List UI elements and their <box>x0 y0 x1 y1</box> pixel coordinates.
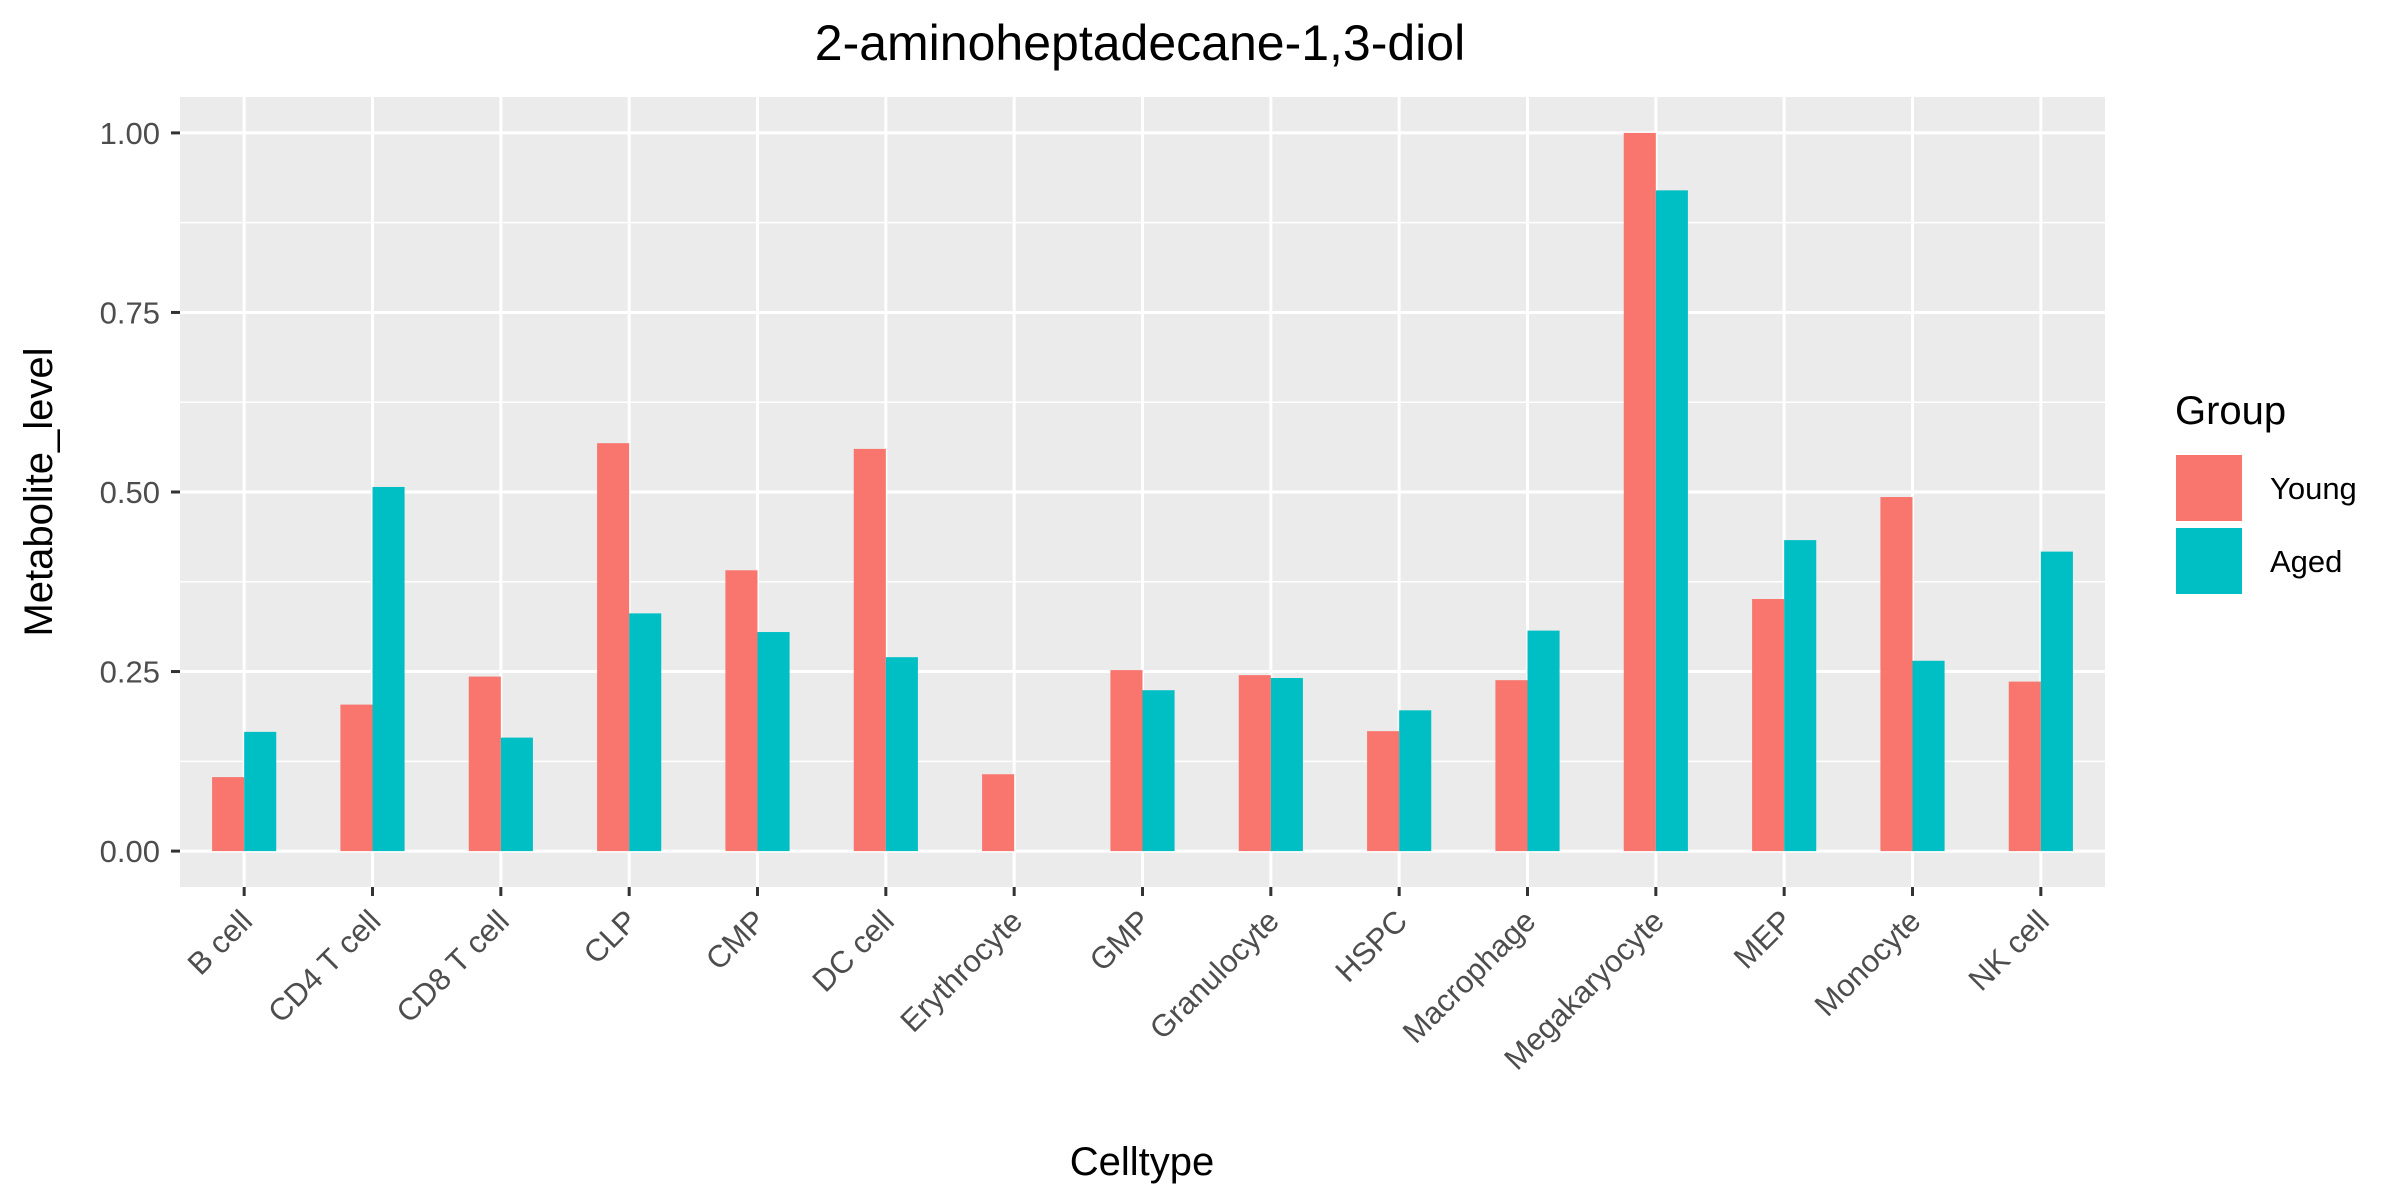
bar-young <box>2008 681 2041 852</box>
y-axis-title: Metabolite_level <box>17 347 61 636</box>
x-tick-label: CMP <box>699 903 772 976</box>
bar-aged <box>372 486 405 852</box>
x-tick-label: CD8 T cell <box>390 903 516 1029</box>
bar-young <box>725 570 758 852</box>
x-tick-label: GMP <box>1083 903 1158 978</box>
bar-aged <box>629 613 662 852</box>
legend-key-young <box>2176 455 2242 521</box>
bar-young <box>1238 675 1271 852</box>
x-tick-label: HSPC <box>1328 903 1414 989</box>
bar-aged <box>2040 551 2073 852</box>
y-tick-label: 1.00 <box>100 116 160 151</box>
x-tick-label: Monocyte <box>1808 903 1928 1023</box>
legend-key-aged <box>2176 528 2242 594</box>
x-tick-label: MEP <box>1727 903 1799 975</box>
y-tick-label: 0.50 <box>100 475 160 510</box>
y-tick-label: 0.25 <box>100 655 160 690</box>
chart-title: 2-aminoheptadecane-1,3-diol <box>815 15 1465 71</box>
bar-young <box>1110 670 1143 852</box>
bar-young <box>1495 680 1528 852</box>
bar-aged <box>757 632 790 852</box>
bar-aged <box>1784 540 1817 852</box>
bar-young <box>468 676 501 852</box>
bar-young <box>853 448 886 852</box>
bar-aged <box>1142 690 1175 852</box>
y-axis: 0.00 0.25 0.50 0.75 1.00 <box>100 116 180 869</box>
x-tick-label: CD4 T cell <box>261 903 387 1029</box>
bar-young <box>1752 599 1785 852</box>
bar-aged <box>1527 630 1560 852</box>
bar-aged <box>1912 660 1945 852</box>
bar-aged <box>244 731 277 852</box>
bar-young <box>597 443 630 852</box>
x-axis: B cell CD4 T cell CD8 T cell CLP CMP DC cellE… <box>181 887 2056 1077</box>
x-tick-label: DC cell <box>805 903 900 998</box>
bar-young <box>982 774 1015 852</box>
bar-young <box>340 704 373 852</box>
bar-young <box>1880 497 1913 852</box>
x-tick-label: Erythrocyte <box>894 903 1030 1039</box>
bar-aged <box>500 737 533 852</box>
bars-layer <box>212 132 2073 852</box>
bar-young <box>212 777 245 852</box>
bar-aged <box>885 657 918 852</box>
bar-young <box>1623 132 1656 852</box>
x-tick-label: NK cell <box>1962 903 2056 997</box>
legend: Group Young Aged <box>2175 389 2357 594</box>
x-tick-label: Granulocyte <box>1143 903 1286 1046</box>
y-tick-label: 0.00 <box>100 834 160 869</box>
bar-aged <box>1655 190 1688 852</box>
bar-young <box>1367 731 1400 852</box>
legend-title: Group <box>2175 389 2286 433</box>
x-axis-title: Celltype <box>1070 1140 1215 1184</box>
bar-aged <box>1270 678 1303 852</box>
bar-aged <box>1399 710 1432 852</box>
y-tick-label: 0.75 <box>100 295 160 330</box>
x-tick-label: B cell <box>181 903 259 981</box>
legend-label: Young <box>2270 471 2357 506</box>
legend-label: Aged <box>2270 544 2342 579</box>
x-tick-label: CLP <box>577 903 644 970</box>
